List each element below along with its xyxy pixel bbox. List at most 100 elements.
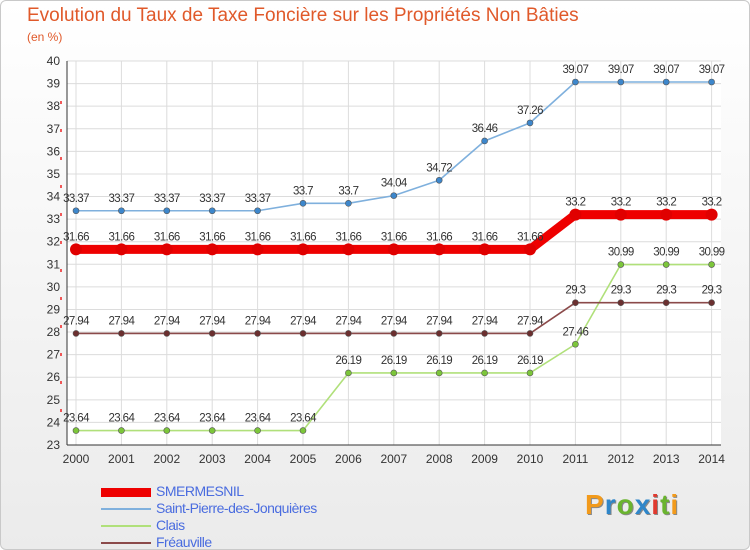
data-point bbox=[254, 207, 261, 215]
data-point bbox=[569, 208, 582, 221]
data-point bbox=[163, 427, 171, 434]
data-point bbox=[614, 208, 627, 221]
y-tick-label: 37 bbox=[47, 122, 61, 136]
data-label: 29.3 bbox=[611, 285, 631, 297]
data-point bbox=[297, 243, 309, 256]
x-tick-label: 2005 bbox=[290, 452, 317, 466]
data-point bbox=[435, 369, 443, 377]
data-label: 27.94 bbox=[336, 315, 363, 327]
y-tick-label: 34 bbox=[47, 190, 61, 204]
data-label: 29.3 bbox=[656, 285, 676, 297]
x-tick-label: 2007 bbox=[380, 452, 407, 466]
data-point bbox=[299, 427, 307, 434]
data-label: 33.37 bbox=[199, 193, 225, 205]
data-label: 26.19 bbox=[472, 355, 498, 367]
y-tick-label: 24 bbox=[47, 415, 61, 429]
data-label: 33.2 bbox=[611, 197, 631, 209]
data-point bbox=[251, 243, 264, 256]
data-point bbox=[208, 330, 216, 337]
x-tick-label: 2008 bbox=[426, 452, 453, 466]
data-point bbox=[526, 369, 534, 377]
y-tick-label: 28 bbox=[47, 325, 61, 339]
data-point bbox=[481, 369, 488, 377]
y-tick-label: 33 bbox=[47, 212, 61, 226]
legend-label: Saint-Pierre-des-Jonquières bbox=[156, 500, 317, 516]
data-point bbox=[118, 427, 125, 434]
x-tick-label: 2012 bbox=[607, 452, 634, 466]
data-point bbox=[299, 200, 307, 207]
y-tick-label: 29 bbox=[47, 302, 61, 316]
data-point bbox=[254, 427, 261, 434]
data-point bbox=[342, 243, 355, 256]
proxiti-logo: Proxiti bbox=[585, 489, 680, 520]
data-point bbox=[163, 207, 171, 215]
data-label: 31.66 bbox=[199, 231, 225, 243]
data-point bbox=[390, 192, 398, 199]
data-point bbox=[72, 330, 80, 337]
data-label: 31.66 bbox=[472, 231, 498, 243]
data-label: 33.2 bbox=[565, 197, 585, 209]
data-label: 31.66 bbox=[426, 231, 452, 243]
y-tick-label: 35 bbox=[47, 167, 61, 181]
data-point bbox=[660, 208, 673, 221]
legend-label: Fréauville bbox=[156, 534, 212, 550]
data-label: 27.46 bbox=[563, 326, 589, 338]
data-point bbox=[526, 119, 534, 127]
data-point bbox=[617, 261, 625, 268]
data-point bbox=[708, 261, 715, 268]
data-point bbox=[72, 427, 80, 434]
y-tick-label: 26 bbox=[47, 370, 61, 384]
data-label: 26.19 bbox=[381, 355, 407, 367]
data-point bbox=[617, 299, 625, 306]
data-label: 39.07 bbox=[608, 64, 634, 76]
y-tick-label: 31 bbox=[47, 257, 61, 271]
data-label: 23.64 bbox=[63, 413, 90, 425]
data-point bbox=[118, 207, 125, 215]
y-tick-label: 25 bbox=[47, 393, 61, 407]
legend-swatch bbox=[101, 542, 151, 544]
data-label: 30.99 bbox=[608, 247, 634, 259]
data-label: 26.19 bbox=[336, 355, 362, 367]
data-point bbox=[433, 243, 446, 256]
data-point bbox=[160, 243, 173, 256]
data-label: 36.46 bbox=[472, 123, 498, 135]
data-label: 31.66 bbox=[381, 231, 407, 243]
data-label: 27.94 bbox=[472, 315, 499, 327]
data-point bbox=[72, 207, 80, 215]
data-point bbox=[163, 330, 171, 337]
data-label: 31.66 bbox=[154, 231, 180, 243]
y-tick-label: 27 bbox=[47, 348, 61, 362]
x-tick-label: 2004 bbox=[244, 452, 271, 466]
data-point bbox=[708, 299, 715, 306]
x-tick-label: 2006 bbox=[335, 452, 362, 466]
data-label: 31.66 bbox=[517, 231, 543, 243]
data-label: 27.94 bbox=[154, 315, 181, 327]
data-point bbox=[481, 330, 488, 337]
data-label: 37.26 bbox=[517, 105, 543, 117]
data-label: 23.64 bbox=[109, 413, 136, 425]
data-label: 33.37 bbox=[63, 193, 89, 205]
data-point bbox=[254, 330, 261, 337]
data-label: 33.7 bbox=[338, 185, 358, 197]
data-point bbox=[345, 369, 352, 377]
data-label: 31.66 bbox=[63, 231, 89, 243]
data-point bbox=[70, 243, 82, 256]
data-label: 23.64 bbox=[154, 413, 181, 425]
x-tick-label: 2003 bbox=[199, 452, 226, 466]
data-label: 31.66 bbox=[336, 231, 362, 243]
y-tick-label: 38 bbox=[47, 99, 61, 113]
y-tick-label: 23 bbox=[47, 438, 61, 452]
data-point bbox=[705, 208, 718, 221]
data-label: 23.64 bbox=[245, 413, 272, 425]
x-tick-label: 2000 bbox=[63, 452, 90, 466]
data-label: 27.94 bbox=[109, 315, 136, 327]
data-point bbox=[345, 330, 352, 337]
data-point bbox=[478, 243, 491, 256]
data-label: 27.94 bbox=[426, 315, 453, 327]
data-label: 30.99 bbox=[699, 247, 725, 259]
legend-swatch bbox=[101, 488, 151, 497]
x-tick-label: 2010 bbox=[517, 452, 544, 466]
data-point bbox=[617, 78, 625, 86]
data-label: 23.64 bbox=[290, 413, 317, 425]
